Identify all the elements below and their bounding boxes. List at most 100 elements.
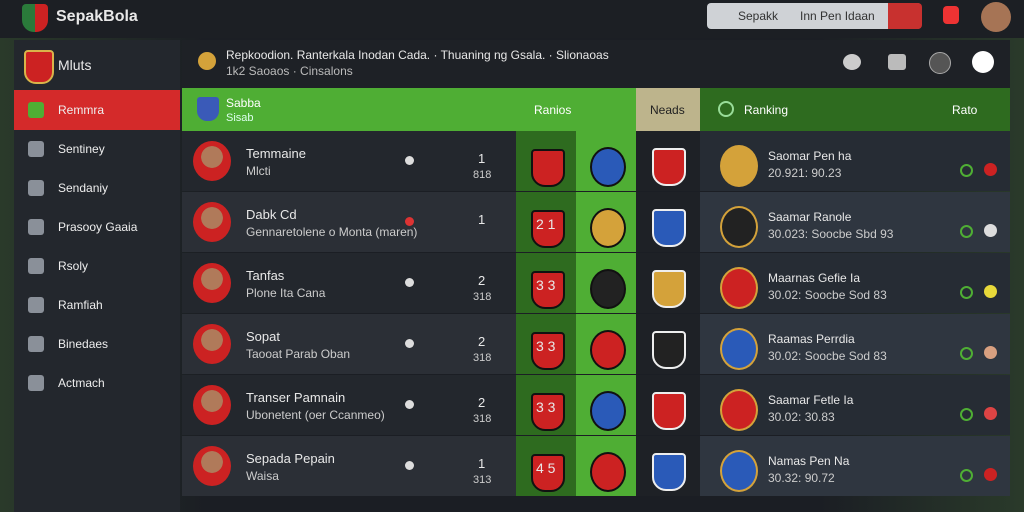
indicator [984,407,997,420]
header-icon [718,101,734,117]
header-label: Sisab [226,112,254,124]
crest [652,209,686,247]
num-bottom: 318 [473,291,492,303]
num-top: 1 [478,456,486,471]
indicator [984,285,997,298]
table-header [636,88,700,131]
rank-stats: 30.02: Soocbe Sod 83 [768,288,887,302]
crest [531,149,565,187]
player-sub: Gennaretolene o Monta (maren) [246,225,418,239]
indicator [984,224,997,237]
player-sub: Waisa [246,469,279,483]
table-row [182,375,516,435]
table-header [182,88,636,131]
status-dot [405,400,414,409]
indicator [960,469,973,482]
score: 3 3 [536,277,556,293]
player-avatar [193,141,231,181]
num-top: 2 [478,395,486,410]
crest [720,328,758,370]
sidebar-item[interactable]: Binedaes [58,337,109,351]
sidebar-item[interactable]: Sendaniy [58,181,109,195]
sidebar-item[interactable]: Sentiney [58,142,105,156]
sidebar-item[interactable]: Rsoly [58,259,89,273]
tool-icon[interactable] [843,54,861,70]
team-crest [197,97,219,121]
crest [652,453,686,491]
crest [652,331,686,369]
indicator [960,286,973,299]
player-sub: Mlcti [246,164,271,178]
sidebar-icon [28,219,44,235]
crest [590,147,626,187]
info-bar [182,40,1010,88]
status-dot [405,278,414,287]
sidebar-item[interactable]: Actmach [58,376,105,390]
status-dot [405,461,414,470]
sidebar-item[interactable]: Prasooy Gaaia [58,220,138,234]
player-avatar [193,385,231,425]
num-top: 2 [478,334,486,349]
player-name: Temmaine [246,146,306,161]
header-label: Sabba [226,96,261,110]
tool-icon[interactable] [888,54,906,70]
table-row [182,192,516,252]
crest [720,267,758,309]
status-dot [405,156,414,165]
crest [652,270,686,308]
crest [720,206,758,248]
notification-icon[interactable] [943,6,959,24]
user-avatar[interactable] [981,2,1011,32]
player-name: Sepada Pepain [246,451,335,466]
crest [531,271,565,309]
rank-name: Saomar Pen ha [768,149,852,163]
sidebar-item[interactable]: Remmra [58,103,105,117]
app-title: SepakBola [56,8,138,25]
header-label[interactable]: Rato [952,103,978,117]
player-name: Transer Pamnain [246,390,346,405]
search-box[interactable] [707,3,921,29]
rank-stats: 30.023: Soocbe Sbd 93 [768,227,894,241]
rank-name: Saamar Ranole [768,210,852,224]
rank-stats: 30.32: 90.72 [768,471,835,485]
indicator [984,346,997,359]
info-icon [198,52,216,70]
crest [590,391,626,431]
crest [720,450,758,492]
rank-name: Namas Pen Na [768,454,850,468]
header-label[interactable]: Ranios [534,103,572,117]
player-avatar [193,202,231,242]
indicator [960,164,973,177]
status-dot [405,339,414,348]
table-header [700,88,1010,131]
player-avatar [193,324,231,364]
tool-icon[interactable] [972,51,994,73]
score: 2 1 [536,216,556,232]
player-name: Dabk Cd [246,207,297,222]
header-label[interactable]: Neads [650,103,685,117]
search-text: Sepakk [738,9,779,23]
indicator [960,347,973,360]
sidebar-icon [28,141,44,157]
header-label[interactable]: Ranking [744,103,789,117]
sidebar-title: Mluts [58,57,92,73]
table-row [182,253,516,313]
sidebar-icon [28,336,44,352]
crest [720,145,758,187]
rank-stats: 20.921: 90.23 [768,166,842,180]
table-row [182,436,516,496]
crest [531,454,565,492]
player-avatar [193,263,231,303]
indicator [984,468,997,481]
crest [531,393,565,431]
search-button[interactable] [888,3,922,29]
indicator [960,408,973,421]
indicator [984,163,997,176]
sidebar-item[interactable]: Ramfiah [58,298,103,312]
player-avatar [193,446,231,486]
sidebar-icon [28,180,44,196]
tool-icon[interactable] [929,52,951,74]
sidebar-icon [28,297,44,313]
num-top: 2 [478,273,486,288]
